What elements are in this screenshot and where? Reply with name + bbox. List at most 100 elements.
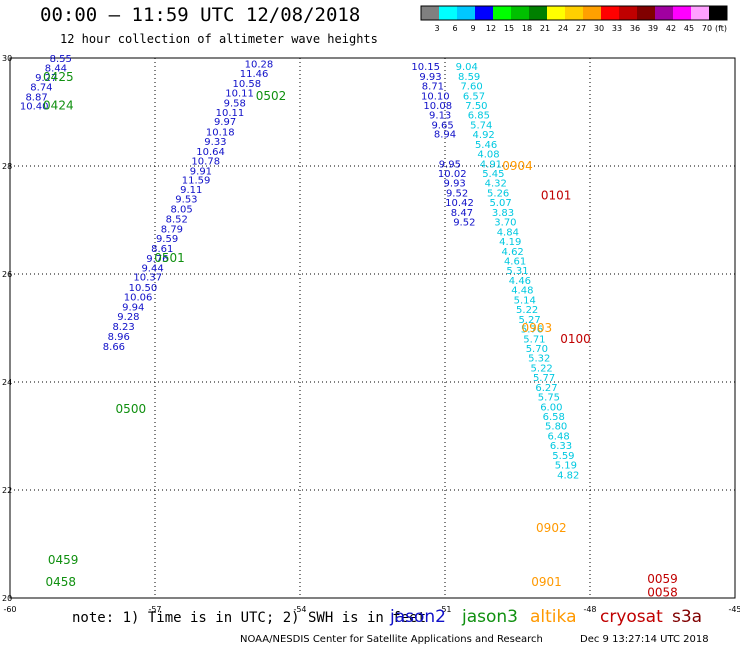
wave-height-label: 4.48: [511, 286, 533, 297]
wave-height-label: 10.58: [233, 79, 262, 90]
wave-height-label: 5.75: [538, 393, 560, 404]
wave-height-label: 10.15: [411, 62, 440, 73]
wave-height-label: 9.11: [180, 185, 202, 196]
wave-height-label: 10.18: [206, 127, 235, 138]
pass-time-label: 0459: [48, 553, 79, 567]
y-tick-label: 28: [2, 162, 12, 171]
y-tick-label: 24: [2, 378, 12, 387]
wave-height-label: 5.22: [531, 363, 553, 374]
wave-height-label: 6.58: [543, 412, 565, 423]
wave-height-label: 10.42: [445, 198, 474, 209]
colorbar-swatch: [421, 6, 439, 20]
y-tick-label: 30: [2, 54, 12, 63]
wave-height-label: 9.13: [429, 111, 451, 122]
wave-height-label: 4.92: [473, 130, 495, 141]
x-tick-label: -57: [148, 605, 161, 614]
wave-height-label: 6.85: [468, 111, 490, 122]
wave-height-label: 8.66: [103, 342, 125, 353]
grid-lines: [9, 57, 736, 599]
wave-height-label: 7.50: [465, 101, 487, 112]
colorbar-label: 45: [684, 24, 694, 33]
legend-jason2: jason2: [390, 607, 446, 627]
y-tick-label: 26: [2, 270, 12, 279]
wave-height-label: 10.08: [423, 101, 452, 112]
wave-height-label: 5.45: [482, 169, 504, 180]
wave-height-label: 4.62: [502, 247, 524, 258]
legend-jason3: jason3: [462, 607, 518, 627]
wave-height-label: 5.80: [545, 422, 567, 433]
wave-height-label: 4.82: [557, 470, 579, 481]
colorbar-label: 3: [434, 24, 439, 33]
colorbar-swatch: [475, 6, 493, 20]
x-tick-label: -60: [3, 605, 16, 614]
wave-height-label: 8.96: [108, 332, 130, 343]
wave-height-label: 10.78: [191, 157, 220, 168]
wave-height-label: 8.44: [45, 64, 67, 75]
wave-height-label: 9.27: [35, 73, 57, 84]
wave-height-label: 9.93: [419, 72, 441, 83]
colorbar-swatch: [439, 6, 457, 20]
colorbar-swatch: [691, 6, 709, 20]
wave-height-label: 3.70: [494, 218, 516, 229]
wave-height-label: 8.94: [434, 130, 456, 141]
colorbar-swatch: [619, 6, 637, 20]
wave-height-label: 5.27: [518, 315, 540, 326]
wave-height-label: 10.64: [196, 147, 225, 158]
colorbar-swatch: [457, 6, 475, 20]
wave-height-label: 3.83: [492, 208, 514, 219]
colorbar-label: 18: [522, 24, 532, 33]
wave-height-label: 8.71: [422, 82, 444, 93]
colorbar-swatch: [583, 6, 601, 20]
colorbar-label: 33: [612, 24, 622, 33]
wave-height-label: 9.53: [175, 194, 197, 205]
wave-height-label: 5.71: [523, 334, 545, 345]
credit-line: NOAA/NESDIS Center for Satellite Applica…: [240, 634, 543, 645]
colorbar-label: 36: [630, 24, 640, 33]
pass-time-label: 0901: [531, 575, 562, 589]
chart-subtitle: 12 hour collection of altimeter wave hei…: [60, 32, 378, 46]
wave-height-label: 5.59: [552, 451, 574, 462]
wave-height-label: 9.52: [453, 218, 475, 229]
colorbar-swatch: [673, 6, 691, 20]
wave-height-label: 10.06: [124, 293, 153, 304]
wave-height-label: 5.19: [555, 461, 577, 472]
wave-height-label: 4.84: [497, 227, 519, 238]
colorbar-label: 15: [504, 24, 514, 33]
colorbar-swatch: [493, 6, 511, 20]
footnote: note: 1) Time is in UTC; 2) SWH is in fe…: [72, 610, 427, 626]
pass-time-label: 0903: [522, 321, 553, 335]
colorbar-unit: (ft): [715, 24, 727, 33]
x-tick-label: -48: [583, 605, 596, 614]
color-scale-legend: 3 6 9 12 15 18 21 24 27 30 33 36 39 42 45 70 (ft): [420, 5, 728, 33]
colorbar-swatch: [601, 6, 619, 20]
x-tick-label: -51: [438, 605, 451, 614]
chart-title: 00:00 — 11:59 UTC 12/08/2018: [40, 4, 361, 26]
colorbar-label: 27: [576, 24, 586, 33]
pass-time-label: 0458: [45, 575, 76, 589]
wave-height-label: 8.55: [50, 54, 72, 65]
wave-height-label: 6.27: [535, 383, 557, 394]
wave-height-label: 10.40: [20, 102, 49, 113]
pass-time-label: 0058: [647, 586, 678, 600]
wave-height-label: 5.32: [528, 354, 550, 365]
colorbar-label: 39: [648, 24, 658, 33]
wave-height-label: 9.65: [431, 120, 453, 131]
wave-height-label: 10.50: [129, 283, 158, 294]
wave-height-label: 6.33: [550, 441, 572, 452]
y-tick-label: 22: [2, 486, 12, 495]
wave-height-label: 9.94: [122, 302, 144, 313]
colorbar-label: 70: [702, 24, 712, 33]
wave-height-label: 10.28: [245, 59, 274, 70]
wave-height-label: 9.59: [156, 234, 178, 245]
wave-height-label: 10.10: [421, 91, 450, 102]
wave-height-label: 6.57: [463, 91, 485, 102]
wave-height-label: 8.47: [451, 208, 473, 219]
colorbar-swatch: [529, 6, 547, 20]
y-tick-label: 20: [2, 594, 12, 603]
wave-height-label: 9.97: [214, 117, 236, 128]
pass-time-label: 0501: [154, 251, 185, 265]
wave-height-label: 11.46: [240, 69, 269, 80]
pass-time-label: 0101: [541, 189, 572, 203]
